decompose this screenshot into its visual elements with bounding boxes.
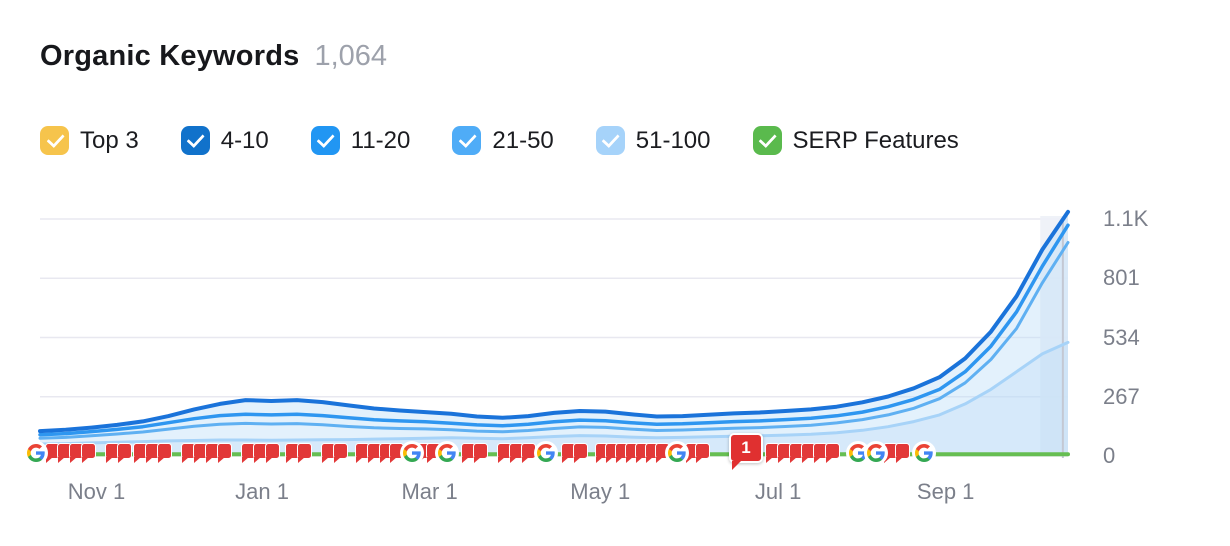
legend-label: 11-20	[350, 126, 411, 154]
widget-header: Organic Keywords 1,064	[40, 40, 387, 73]
note-flag-icon[interactable]	[790, 444, 803, 463]
note-flag-icon[interactable]	[474, 444, 487, 463]
note-flag-icon[interactable]	[522, 444, 535, 463]
keywords-total-count: 1,064	[314, 40, 388, 72]
note-flag-icon[interactable]	[368, 444, 381, 463]
note-flag-icon[interactable]	[286, 444, 299, 463]
note-flag-icon[interactable]	[46, 444, 59, 463]
legend-item-11-20[interactable]: 11-20	[310, 126, 411, 155]
checkbox-11-20[interactable]	[310, 126, 340, 155]
note-flag-icon[interactable]	[254, 444, 267, 463]
legend-item-51-100[interactable]: 51-100	[595, 126, 711, 155]
note-flag-icon[interactable]	[298, 444, 311, 463]
legend-item-top-3[interactable]: Top 3	[40, 126, 139, 155]
google-update-icon[interactable]	[847, 442, 869, 464]
note-flag-icon[interactable]	[134, 444, 147, 463]
legend-label: 4-10	[220, 126, 269, 154]
note-flag-icon[interactable]	[766, 444, 779, 463]
note-flag-icon[interactable]	[696, 444, 709, 463]
note-flag-icon[interactable]	[510, 444, 523, 463]
note-flag-icon[interactable]	[158, 444, 171, 463]
legend-item-21-50[interactable]: 21-50	[452, 126, 554, 155]
note-flag-icon[interactable]	[778, 444, 791, 463]
google-update-icon[interactable]	[401, 442, 423, 464]
note-flag-icon[interactable]	[118, 444, 131, 463]
legend-label: SERP Features	[792, 126, 959, 154]
note-flag-icon[interactable]	[596, 444, 609, 463]
note-flag-icon[interactable]	[656, 444, 669, 463]
checkbox-serp-features[interactable]	[752, 126, 782, 155]
x-axis-label: Mar 1	[401, 479, 458, 504]
note-flag-icon[interactable]	[58, 444, 71, 463]
chart-canvas[interactable]	[38, 209, 1070, 460]
note-flag-icon[interactable]	[356, 444, 369, 463]
note-flag-icon[interactable]	[82, 444, 95, 463]
legend-item-4-10[interactable]: 4-10	[180, 126, 269, 155]
legend-label: 21-50	[492, 126, 554, 154]
note-flag-icon[interactable]	[884, 444, 897, 463]
note-flag-icon[interactable]	[498, 444, 511, 463]
note-flag-icon[interactable]	[562, 444, 575, 463]
notes-strip: 1	[0, 433, 1100, 470]
checkbox-21-50[interactable]	[452, 126, 482, 155]
x-axis-label: Jan 1	[235, 479, 289, 504]
y-axis-label: 1.1K	[1103, 206, 1149, 231]
legend-label: 51-100	[635, 126, 711, 154]
note-flag-icon[interactable]	[194, 444, 207, 463]
note-flag-icon[interactable]	[636, 444, 649, 463]
note-flag-icon[interactable]	[380, 444, 393, 463]
note-flag-icon[interactable]	[334, 444, 347, 463]
y-axis-label: 267	[1103, 383, 1140, 409]
note-flag-icon[interactable]	[106, 444, 119, 463]
checkbox-top-3[interactable]	[40, 126, 69, 155]
google-update-icon[interactable]	[913, 442, 935, 464]
note-flag-icon[interactable]	[686, 444, 699, 463]
note-flag-icon[interactable]	[826, 444, 839, 463]
note-flag-icon[interactable]	[814, 444, 827, 463]
note-flag-icon[interactable]	[206, 444, 219, 463]
page-title: Organic Keywords	[40, 40, 300, 72]
google-update-icon[interactable]	[436, 442, 458, 464]
note-flag-icon[interactable]	[70, 444, 83, 463]
y-axis-label: 801	[1103, 265, 1140, 291]
note-flag-icon[interactable]	[146, 444, 159, 463]
note-flag-icon[interactable]	[646, 444, 659, 463]
x-axis-label: Sep 1	[916, 479, 975, 504]
note-flag-icon[interactable]	[626, 444, 639, 463]
note-flag-icon[interactable]	[574, 444, 587, 463]
note-flag-icon[interactable]	[462, 444, 475, 463]
checkbox-51-100[interactable]	[595, 126, 625, 155]
google-update-icon[interactable]	[865, 442, 887, 464]
note-flag-icon[interactable]	[218, 444, 231, 463]
x-axis-label: Jul 1	[754, 479, 802, 504]
y-axis-label: 534	[1103, 324, 1140, 350]
note-flag-icon[interactable]	[322, 444, 335, 463]
note-flag-icon[interactable]	[390, 444, 403, 463]
note-flag-icon[interactable]	[606, 444, 619, 463]
notes-count-badge[interactable]: 1	[729, 433, 763, 470]
google-update-icon[interactable]	[535, 442, 557, 464]
legend-item-serp-features[interactable]: SERP Features	[752, 126, 959, 155]
note-flag-icon[interactable]	[802, 444, 815, 463]
google-update-icon[interactable]	[666, 442, 688, 464]
google-update-icon[interactable]	[25, 442, 47, 464]
legend-label: Top 3	[80, 126, 139, 154]
note-flag-icon[interactable]	[266, 444, 279, 463]
x-axis-label: Nov 1	[67, 479, 126, 504]
note-flag-icon[interactable]	[616, 444, 629, 463]
note-flag-icon[interactable]	[182, 444, 195, 463]
checkbox-4-10[interactable]	[180, 126, 210, 155]
x-axis-label: May 1	[570, 479, 631, 504]
legend: Top 3 4-10 11-20 21-50 51-100 SERP Featu…	[40, 126, 959, 155]
y-axis-label: 0	[1103, 443, 1116, 468]
note-flag-icon[interactable]	[896, 444, 909, 463]
note-flag-icon[interactable]	[242, 444, 255, 463]
